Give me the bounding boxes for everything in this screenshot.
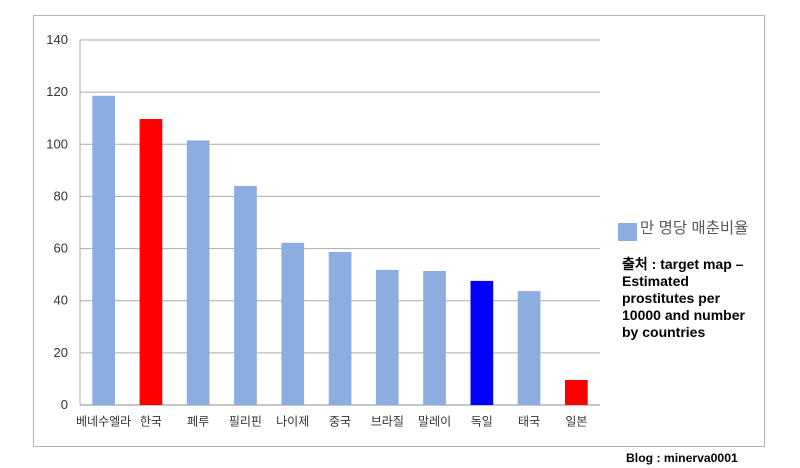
svg-text:by countries: by countries [622, 324, 705, 340]
svg-text:10000 and number: 10000 and number [622, 307, 745, 323]
svg-text:중국: 중국 [329, 415, 351, 429]
svg-text:120: 120 [46, 84, 68, 99]
svg-text:Estimated: Estimated [622, 273, 689, 289]
svg-text:나이제: 나이제 [276, 415, 309, 429]
svg-text:태국: 태국 [518, 415, 540, 429]
svg-text:Blog : minerva0001: Blog : minerva0001 [626, 451, 738, 465]
svg-text:60: 60 [54, 241, 68, 256]
svg-text:브라질: 브라질 [371, 415, 404, 429]
svg-text:prostitutes per: prostitutes per [622, 290, 721, 306]
svg-text:20: 20 [54, 345, 68, 360]
svg-text:80: 80 [54, 188, 68, 203]
svg-text:일본: 일본 [565, 415, 587, 429]
svg-text:만 명당 매춘비율: 만 명당 매춘비율 [640, 219, 748, 237]
svg-text:페루: 페루 [187, 415, 209, 429]
svg-text:140: 140 [46, 32, 68, 47]
svg-text:한국: 한국 [140, 415, 162, 429]
svg-text:100: 100 [46, 136, 68, 151]
svg-text:출처 : target map –: 출처 : target map – [622, 256, 744, 272]
svg-text:베네수엘라: 베네수엘라 [76, 415, 131, 429]
svg-text:40: 40 [54, 293, 68, 308]
svg-text:0: 0 [61, 397, 68, 412]
svg-text:필리핀: 필리핀 [229, 415, 262, 429]
svg-text:말레이: 말레이 [418, 415, 451, 429]
svg-text:독일: 독일 [471, 415, 493, 429]
